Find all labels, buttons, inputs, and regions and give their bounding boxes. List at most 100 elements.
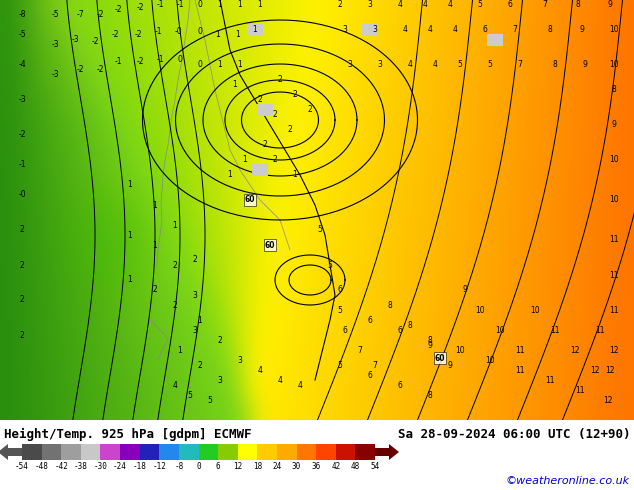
Text: 12: 12 xyxy=(233,462,242,471)
Text: 1: 1 xyxy=(178,345,183,354)
Text: 3: 3 xyxy=(368,0,372,9)
Text: 11: 11 xyxy=(545,375,555,385)
FancyArrow shape xyxy=(0,444,22,460)
Text: 1: 1 xyxy=(238,0,242,9)
Bar xyxy=(81,444,101,460)
Text: -3: -3 xyxy=(51,41,59,49)
Bar xyxy=(257,444,278,460)
Text: 3: 3 xyxy=(193,291,197,299)
Text: 3: 3 xyxy=(347,60,353,70)
Text: 60: 60 xyxy=(435,353,445,363)
Text: 1: 1 xyxy=(217,0,223,9)
Bar xyxy=(247,24,263,36)
Text: 12: 12 xyxy=(603,395,612,405)
Text: 6: 6 xyxy=(337,286,342,294)
Text: 4: 4 xyxy=(432,60,437,70)
Text: Height/Temp. 925 hPa [gdpm] ECMWF: Height/Temp. 925 hPa [gdpm] ECMWF xyxy=(4,428,252,441)
Text: 4: 4 xyxy=(427,25,432,34)
Text: 48: 48 xyxy=(351,462,360,471)
Text: -8: -8 xyxy=(174,462,183,471)
Text: 11: 11 xyxy=(550,325,560,335)
Text: -2: -2 xyxy=(114,5,122,15)
Text: 8: 8 xyxy=(408,320,412,329)
Text: 1: 1 xyxy=(127,275,133,285)
Text: 1: 1 xyxy=(252,25,257,34)
Text: 10: 10 xyxy=(609,196,619,204)
Text: 2: 2 xyxy=(193,255,197,265)
Text: 1: 1 xyxy=(127,180,133,190)
Text: -0: -0 xyxy=(18,191,26,199)
Text: 12: 12 xyxy=(609,345,619,354)
Text: 2: 2 xyxy=(217,336,223,344)
Text: 2: 2 xyxy=(20,225,24,235)
Text: 6: 6 xyxy=(482,25,488,34)
Text: 2: 2 xyxy=(20,261,24,270)
Text: 3: 3 xyxy=(238,356,242,365)
Text: 1: 1 xyxy=(238,60,242,70)
Text: Sa 28-09-2024 06:00 UTC (12+90): Sa 28-09-2024 06:00 UTC (12+90) xyxy=(398,428,630,441)
Text: 6: 6 xyxy=(368,370,372,379)
Text: 60: 60 xyxy=(245,196,256,204)
Text: 11: 11 xyxy=(515,345,525,354)
Text: 2: 2 xyxy=(20,330,24,340)
Text: 6: 6 xyxy=(508,0,512,9)
Text: -1: -1 xyxy=(156,0,164,9)
Bar xyxy=(179,444,199,460)
Text: -48: -48 xyxy=(35,462,49,471)
Text: 9: 9 xyxy=(427,341,432,349)
Text: -24: -24 xyxy=(113,462,127,471)
Text: 10: 10 xyxy=(485,356,495,365)
Text: 2: 2 xyxy=(172,261,178,270)
Text: 10: 10 xyxy=(609,60,619,70)
Text: 54: 54 xyxy=(370,462,380,471)
Text: 10: 10 xyxy=(495,325,505,335)
Text: 3: 3 xyxy=(193,325,197,335)
Text: 5: 5 xyxy=(337,305,342,315)
Text: 11: 11 xyxy=(575,386,585,394)
Text: 1: 1 xyxy=(257,0,262,9)
Text: 2: 2 xyxy=(172,300,178,310)
Text: 1: 1 xyxy=(243,155,247,165)
Text: 2: 2 xyxy=(198,361,202,369)
Text: 12: 12 xyxy=(590,366,600,374)
Text: 5: 5 xyxy=(318,225,323,235)
Bar xyxy=(42,444,61,460)
Text: 8: 8 xyxy=(387,300,392,310)
Text: 1: 1 xyxy=(153,241,157,249)
Text: -2: -2 xyxy=(136,3,144,13)
Text: 2: 2 xyxy=(262,141,268,149)
Text: -0: -0 xyxy=(174,27,182,36)
Text: 4: 4 xyxy=(278,375,282,385)
Text: -1: -1 xyxy=(154,27,162,36)
Text: 9: 9 xyxy=(607,0,612,9)
Bar xyxy=(277,444,297,460)
Text: 5: 5 xyxy=(477,0,482,9)
Bar xyxy=(198,444,219,460)
Text: 11: 11 xyxy=(595,325,605,335)
Text: 1: 1 xyxy=(198,316,202,324)
Bar xyxy=(61,444,81,460)
Text: 2: 2 xyxy=(273,111,278,120)
Text: 7: 7 xyxy=(512,25,517,34)
Text: 0: 0 xyxy=(178,55,183,65)
Text: 0: 0 xyxy=(198,27,202,36)
Text: 6: 6 xyxy=(216,462,221,471)
Text: 6: 6 xyxy=(398,325,403,335)
Text: -2: -2 xyxy=(111,30,119,40)
Text: 8: 8 xyxy=(427,391,432,399)
Text: -3: -3 xyxy=(71,35,79,45)
Text: -5: -5 xyxy=(51,10,59,20)
Bar xyxy=(316,444,336,460)
Text: 6: 6 xyxy=(398,381,403,390)
Text: 9: 9 xyxy=(583,60,588,70)
Text: 9: 9 xyxy=(579,25,585,34)
Text: 10: 10 xyxy=(476,305,485,315)
Text: 11: 11 xyxy=(609,305,619,315)
Text: 2: 2 xyxy=(307,105,313,115)
Text: 2: 2 xyxy=(293,91,297,99)
Text: 6: 6 xyxy=(368,316,372,324)
Text: 7: 7 xyxy=(373,361,377,369)
Text: -5: -5 xyxy=(18,30,26,40)
Text: ©weatheronline.co.uk: ©weatheronline.co.uk xyxy=(506,476,630,486)
Text: 2: 2 xyxy=(20,295,24,304)
